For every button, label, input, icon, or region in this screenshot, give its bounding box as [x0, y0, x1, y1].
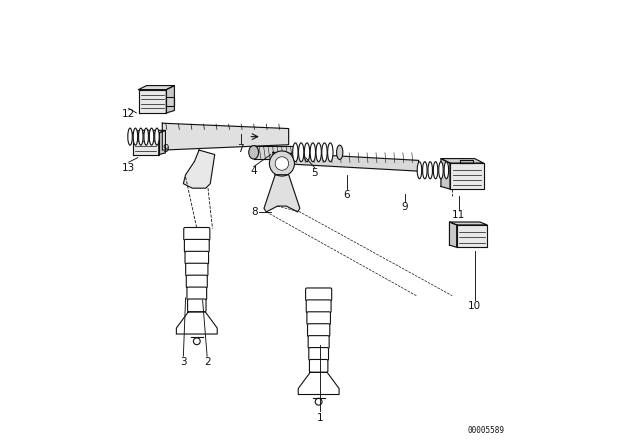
Ellipse shape — [298, 143, 304, 162]
FancyBboxPatch shape — [308, 348, 328, 360]
Polygon shape — [183, 150, 214, 188]
Ellipse shape — [417, 162, 422, 179]
Text: 13: 13 — [122, 163, 135, 173]
Polygon shape — [449, 222, 487, 225]
FancyBboxPatch shape — [188, 299, 206, 312]
FancyBboxPatch shape — [185, 251, 209, 264]
Ellipse shape — [144, 128, 148, 145]
Text: 3: 3 — [180, 357, 187, 367]
FancyBboxPatch shape — [306, 288, 332, 301]
Text: 2: 2 — [204, 357, 211, 367]
Ellipse shape — [439, 162, 444, 179]
Text: 9: 9 — [162, 144, 169, 154]
Polygon shape — [166, 86, 174, 113]
Ellipse shape — [249, 146, 259, 159]
Circle shape — [269, 151, 294, 176]
Text: 1: 1 — [317, 413, 323, 422]
Ellipse shape — [138, 128, 143, 145]
Ellipse shape — [133, 128, 138, 145]
Circle shape — [275, 157, 289, 170]
Text: 00005589: 00005589 — [467, 426, 504, 435]
FancyBboxPatch shape — [308, 336, 329, 349]
Polygon shape — [138, 90, 166, 113]
Polygon shape — [273, 152, 419, 171]
FancyBboxPatch shape — [184, 239, 209, 252]
FancyBboxPatch shape — [186, 275, 207, 288]
Ellipse shape — [305, 143, 310, 162]
FancyBboxPatch shape — [186, 263, 208, 276]
Polygon shape — [441, 159, 484, 163]
Polygon shape — [457, 225, 487, 247]
Polygon shape — [253, 146, 296, 159]
Polygon shape — [132, 130, 165, 133]
Polygon shape — [298, 372, 339, 395]
Polygon shape — [166, 97, 174, 106]
Ellipse shape — [428, 162, 433, 179]
Ellipse shape — [155, 128, 159, 145]
FancyBboxPatch shape — [184, 228, 210, 240]
Polygon shape — [132, 133, 159, 155]
Ellipse shape — [149, 128, 154, 145]
Text: 8: 8 — [251, 207, 257, 217]
FancyBboxPatch shape — [307, 312, 330, 325]
Text: 6: 6 — [344, 190, 350, 200]
Text: 7: 7 — [237, 144, 244, 154]
FancyBboxPatch shape — [187, 287, 207, 300]
Polygon shape — [460, 160, 474, 163]
Ellipse shape — [292, 143, 298, 162]
Text: 10: 10 — [468, 301, 481, 310]
Ellipse shape — [316, 143, 321, 162]
Polygon shape — [264, 175, 300, 212]
Text: 4: 4 — [250, 166, 257, 176]
FancyBboxPatch shape — [307, 300, 331, 313]
Text: 11: 11 — [452, 210, 465, 220]
Polygon shape — [441, 159, 450, 189]
Ellipse shape — [310, 143, 316, 162]
Text: 12: 12 — [122, 109, 135, 119]
Polygon shape — [177, 312, 217, 334]
Ellipse shape — [337, 145, 343, 159]
Polygon shape — [450, 163, 484, 189]
Polygon shape — [159, 130, 165, 155]
Ellipse shape — [444, 162, 449, 179]
Ellipse shape — [328, 143, 333, 162]
Ellipse shape — [433, 162, 438, 179]
Text: 9: 9 — [402, 202, 408, 212]
FancyBboxPatch shape — [309, 359, 328, 372]
Ellipse shape — [128, 128, 132, 145]
Polygon shape — [138, 86, 174, 90]
Text: 5: 5 — [311, 168, 318, 178]
FancyBboxPatch shape — [308, 324, 330, 336]
Ellipse shape — [422, 162, 427, 179]
Ellipse shape — [322, 143, 327, 162]
Polygon shape — [163, 123, 289, 150]
Polygon shape — [449, 222, 457, 247]
